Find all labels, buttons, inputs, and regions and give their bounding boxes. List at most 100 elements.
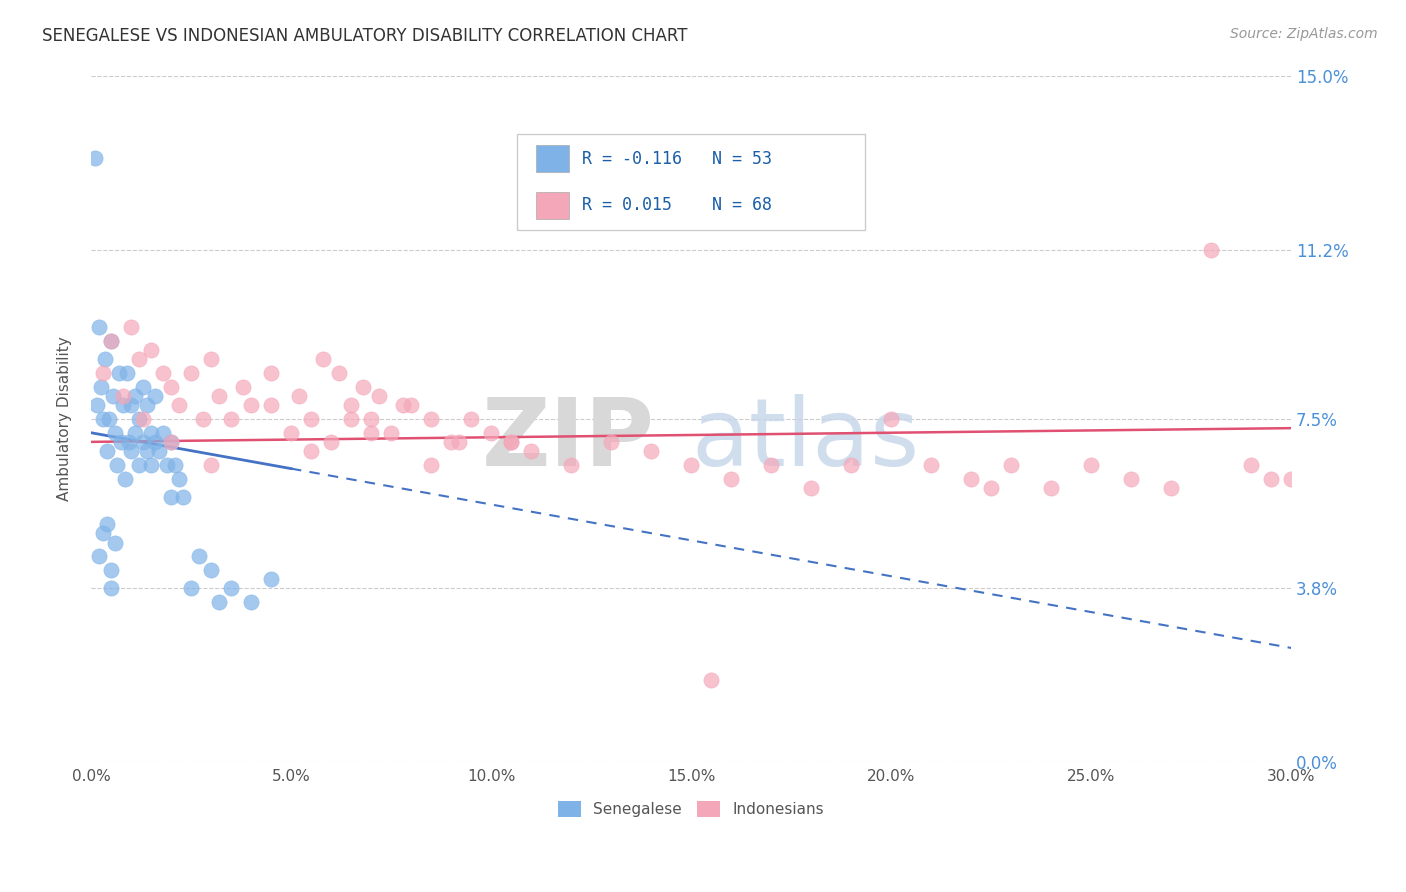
Point (172, 490, 194, 504)
Point (156, 458, 179, 472)
Text: R = 0.015    N = 68: R = 0.015 N = 68 (582, 196, 772, 214)
Text: SENEGALESE VS INDONESIAN AMBULATORY DISABILITY CORRELATION CHART: SENEGALESE VS INDONESIAN AMBULATORY DISA… (42, 27, 688, 45)
Point (91, 526, 114, 541)
Text: Source: ZipAtlas.com: Source: ZipAtlas.com (1230, 27, 1378, 41)
Point (128, 412, 150, 426)
Text: R = -0.116   N = 53: R = -0.116 N = 53 (582, 150, 772, 168)
Point (114, 471, 136, 485)
Point (104, 425, 127, 440)
Point (180, 582, 202, 596)
Point (1080, 458, 1102, 472)
Point (640, 444, 662, 458)
Point (143, 434, 166, 449)
Point (312, 352, 335, 367)
Point (128, 352, 150, 367)
Point (447, 434, 470, 449)
Point (160, 490, 183, 504)
Point (101, 389, 124, 403)
Point (399, 398, 422, 412)
Point (499, 434, 522, 449)
Point (1260, 471, 1282, 485)
Point (132, 434, 155, 449)
FancyBboxPatch shape (536, 192, 568, 219)
Point (960, 471, 983, 485)
Point (980, 481, 1002, 495)
Point (392, 398, 415, 412)
Point (380, 425, 402, 440)
Point (160, 434, 183, 449)
Point (160, 434, 183, 449)
Point (299, 444, 322, 458)
Point (239, 398, 262, 412)
Point (239, 595, 262, 609)
Point (288, 389, 311, 403)
Point (143, 389, 166, 403)
Point (139, 458, 162, 472)
Point (139, 425, 162, 440)
Point (200, 352, 222, 367)
Point (299, 412, 322, 426)
Point (105, 458, 128, 472)
Text: ZIP: ZIP (482, 393, 655, 485)
Point (1240, 458, 1263, 472)
Point (191, 412, 214, 426)
Point (420, 458, 443, 472)
Point (115, 366, 138, 380)
Point (200, 563, 222, 577)
Point (100, 582, 122, 596)
Point (1160, 481, 1182, 495)
Point (681, 458, 703, 472)
Point (152, 366, 174, 380)
Point (208, 389, 231, 403)
Point (839, 458, 862, 472)
Legend: Senegalese, Indonesians: Senegalese, Indonesians (553, 796, 830, 823)
FancyBboxPatch shape (517, 134, 865, 230)
Point (160, 380, 183, 394)
Point (139, 343, 162, 358)
Point (600, 434, 623, 449)
Point (759, 458, 782, 472)
Point (124, 425, 146, 440)
Point (1040, 481, 1063, 495)
Point (880, 412, 903, 426)
Point (96, 444, 118, 458)
Point (340, 398, 363, 412)
Point (167, 398, 190, 412)
Point (340, 412, 363, 426)
Point (280, 425, 302, 440)
Point (1199, 243, 1222, 257)
Point (219, 412, 242, 426)
Point (120, 444, 142, 458)
Point (136, 398, 159, 412)
Point (328, 366, 350, 380)
Point (499, 434, 522, 449)
Point (111, 389, 134, 403)
Point (148, 444, 170, 458)
Point (110, 434, 132, 449)
Text: atlas: atlas (692, 393, 920, 485)
Point (120, 320, 142, 334)
Point (920, 458, 942, 472)
Point (260, 366, 283, 380)
Point (200, 458, 222, 472)
Point (260, 398, 283, 412)
Point (352, 380, 374, 394)
Point (104, 535, 127, 549)
Point (520, 444, 543, 458)
Point (319, 434, 342, 449)
Point (120, 398, 142, 412)
Point (188, 549, 211, 564)
Point (368, 389, 391, 403)
Point (132, 380, 155, 394)
Point (180, 366, 202, 380)
Point (1000, 458, 1022, 472)
Point (124, 389, 146, 403)
Point (118, 434, 141, 449)
Point (91, 366, 114, 380)
Point (440, 434, 463, 449)
Point (100, 334, 122, 348)
Point (208, 595, 231, 609)
Point (152, 425, 174, 440)
Point (94, 352, 117, 367)
Point (111, 398, 134, 412)
